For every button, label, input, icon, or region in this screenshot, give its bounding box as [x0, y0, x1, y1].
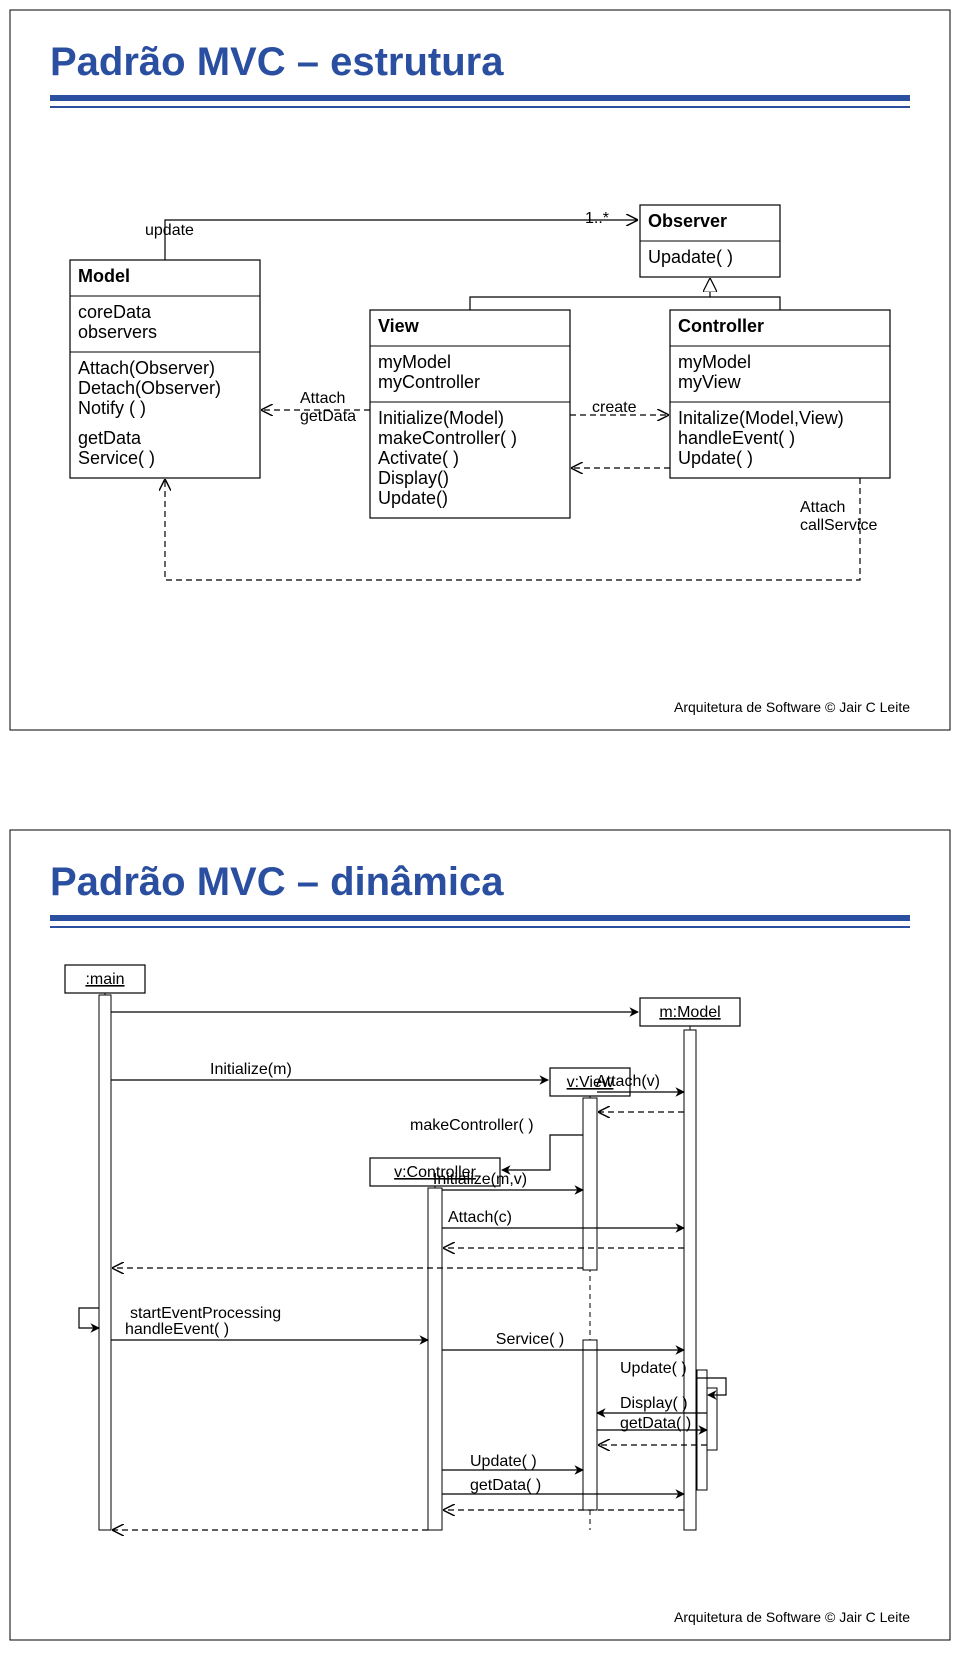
message-label: Update( )	[620, 1360, 687, 1377]
class-member: getData	[78, 428, 142, 448]
class-member: Service( )	[78, 448, 155, 468]
message-label: Update( )	[470, 1453, 537, 1470]
slide: Padrão MVC – dinâmica:mainm:Modelv:Viewv…	[10, 830, 950, 1640]
slide-title: Padrão MVC – dinâmica	[50, 860, 504, 904]
class-member: Notify ( )	[78, 398, 146, 418]
slide: Padrão MVC – estrutura Model coreDataobser…	[10, 10, 950, 730]
class-member: Activate( )	[378, 448, 459, 468]
diagram-canvas: Padrão MVC – estrutura Model coreDataobser…	[0, 0, 960, 1654]
message-label: Initialize(m,v)	[433, 1171, 527, 1188]
activation	[583, 1340, 597, 1510]
class-member: myModel	[378, 352, 451, 372]
dep-label: Attach	[800, 499, 845, 516]
lifeline-name: m:Model	[659, 1004, 720, 1021]
message-label: handleEvent( )	[125, 1321, 229, 1338]
multiplicity: 1..*	[585, 210, 609, 227]
class-name: Controller	[678, 316, 764, 336]
message-label: Attach(c)	[448, 1209, 512, 1226]
message-label: startEventProcessing	[130, 1305, 281, 1322]
class-member: makeController( )	[378, 428, 517, 448]
class-member: Update()	[378, 488, 448, 508]
class-member: Detach(Observer)	[78, 378, 221, 398]
dep-label: callService	[800, 517, 877, 534]
dep-label: create	[592, 399, 637, 416]
slide-title: Padrão MVC – estrutura	[50, 40, 504, 84]
activation	[684, 1030, 696, 1530]
class-member: Attach(Observer)	[78, 358, 215, 378]
assoc-label: update	[145, 222, 194, 239]
class-member: coreData	[78, 302, 152, 322]
dep-label: getData	[300, 408, 356, 425]
credit: Arquitetura de Software © Jair C Leite	[674, 1609, 910, 1625]
class-member: observers	[78, 322, 157, 342]
dep-label: Attach	[300, 390, 345, 407]
class-member: Upadate( )	[648, 247, 733, 267]
class-member: myView	[678, 372, 742, 392]
activation	[99, 995, 111, 1530]
message-label: makeController( )	[410, 1117, 534, 1134]
message-label: Attach(v)	[596, 1073, 660, 1090]
class-member: myModel	[678, 352, 751, 372]
activation	[428, 1188, 442, 1530]
activation	[707, 1388, 717, 1450]
lifeline-name: :main	[85, 971, 124, 988]
class-member: Initalize(Model,View)	[678, 408, 844, 428]
message-label: getData( )	[470, 1477, 541, 1494]
activation	[583, 1098, 597, 1270]
class-name: Observer	[648, 211, 727, 231]
class-member: handleEvent( )	[678, 428, 795, 448]
class-name: View	[378, 316, 420, 336]
slide-border	[10, 830, 950, 1640]
message-label: Service( )	[496, 1331, 564, 1348]
message-label: Initialize(m)	[210, 1061, 292, 1078]
message-label: Display( )	[620, 1395, 688, 1412]
class-member: Initialize(Model)	[378, 408, 504, 428]
credit: Arquitetura de Software © Jair C Leite	[674, 699, 910, 715]
class-member: Update( )	[678, 448, 753, 468]
class-member: myController	[378, 372, 480, 392]
class-name: Model	[78, 266, 130, 286]
class-member: Display()	[378, 468, 449, 488]
